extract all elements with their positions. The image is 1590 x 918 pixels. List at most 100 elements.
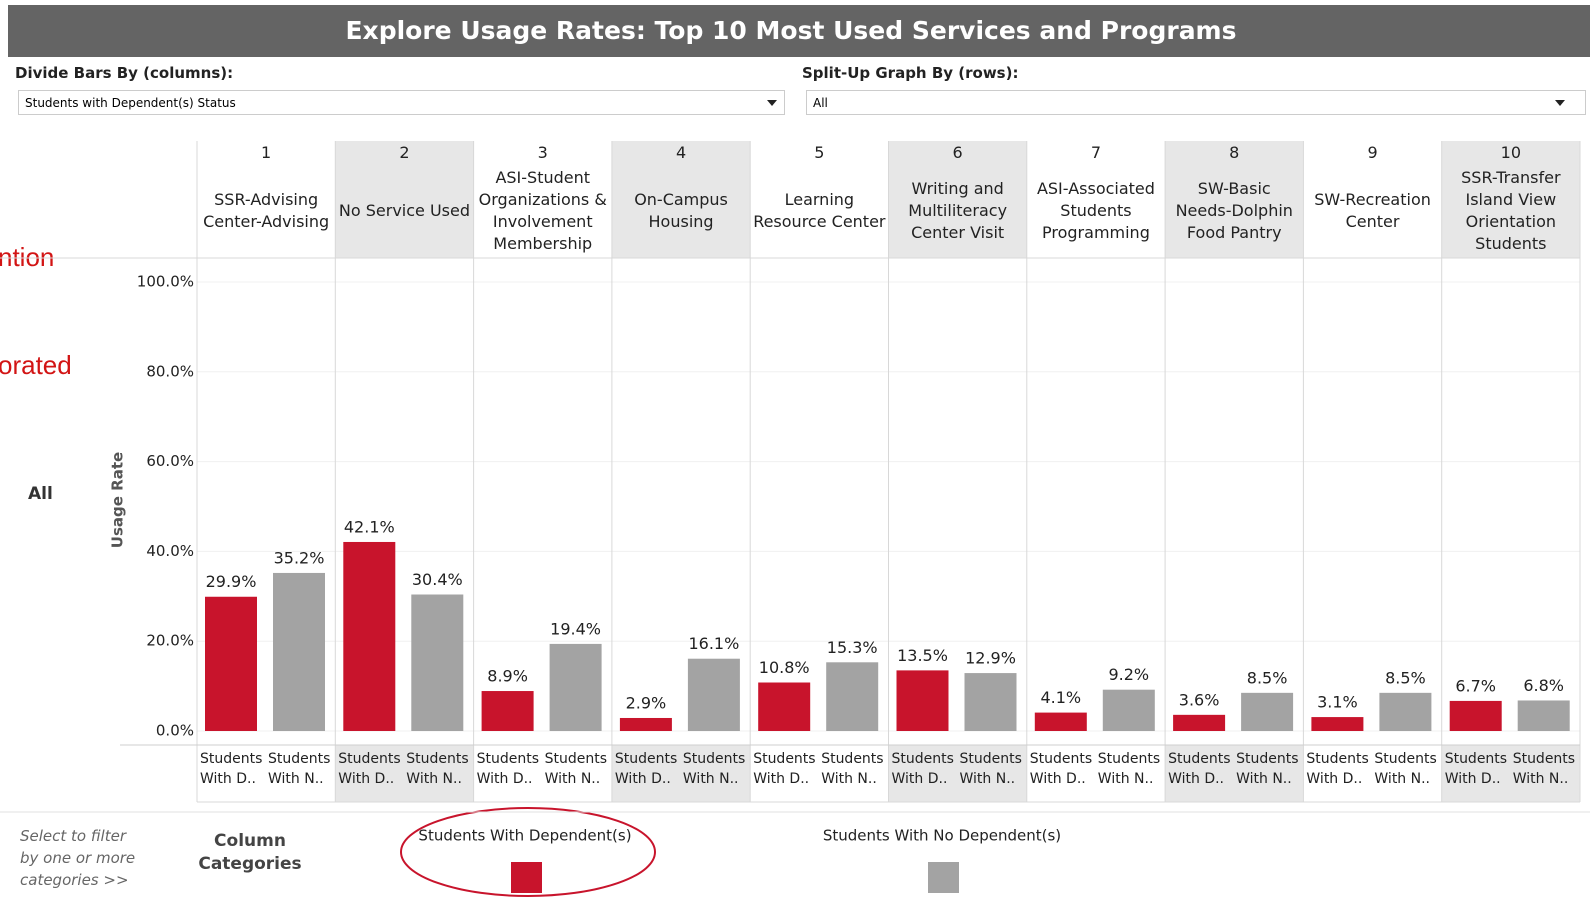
legend-label: Students With No Dependent(s) — [823, 827, 1061, 845]
group-rank: 2 — [399, 143, 410, 162]
value-label: 2.9% — [626, 693, 667, 712]
label-shade — [335, 745, 474, 802]
group-name: SW-Basic Needs-Dolphin Food Pantry — [1175, 178, 1293, 242]
x-tick-label: Students With D.. — [1168, 751, 1230, 787]
group-name: On-Campus Housing — [634, 189, 728, 231]
group-rank: 4 — [675, 143, 687, 162]
group-rank: 3 — [537, 143, 548, 162]
filter-hint: Select to filter by one or more categori… — [20, 827, 136, 889]
y-tick-label: 40.0% — [146, 542, 194, 560]
row-label: All — [28, 484, 53, 504]
y-tick-label: 0.0% — [156, 722, 194, 740]
bar — [481, 691, 534, 731]
bar — [826, 662, 879, 731]
bar — [964, 673, 1017, 731]
group-rank: 5 — [814, 143, 825, 162]
bar — [896, 670, 949, 731]
label-shade — [1165, 745, 1304, 802]
header-shade — [1441, 141, 1580, 258]
x-tick-label: Students With N.. — [545, 751, 607, 787]
y-axis-label: Usage Rate — [109, 452, 127, 548]
x-tick-label: Students With D.. — [1445, 751, 1507, 787]
value-label: 6.7% — [1455, 676, 1496, 695]
x-tick-label: Students With D.. — [1030, 751, 1092, 787]
value-label: 8.9% — [487, 667, 528, 686]
group-name: No Service Used — [338, 200, 470, 220]
legend-swatch[interactable] — [511, 862, 542, 893]
value-label: 9.2% — [1108, 665, 1149, 684]
x-tick-label: Students With N.. — [821, 751, 883, 787]
control-label: Split-Up Graph By (rows): — [802, 64, 1019, 82]
x-tick-label: Students With N.. — [1236, 751, 1298, 787]
group-name: Learning Resource Center — [753, 189, 886, 231]
legend-title: Column Categories — [198, 831, 302, 874]
y-tick-label: 20.0% — [146, 632, 194, 650]
group-name: Writing and Multiliteracy Center Visit — [908, 178, 1008, 242]
dropdown-value: All — [813, 96, 828, 110]
group-rank: 7 — [1090, 143, 1102, 162]
value-label: 12.9% — [965, 649, 1016, 668]
title-bar: Explore Usage Rates: Top 10 Most Used Se… — [8, 5, 1590, 57]
x-tick-label: Students With N.. — [1374, 751, 1436, 787]
dropdown-arrow — [1555, 100, 1565, 106]
bar — [1102, 689, 1155, 731]
header-shade — [1165, 141, 1304, 258]
highlight-ellipse — [400, 807, 656, 897]
x-tick-label: Students With N.. — [406, 751, 468, 787]
title: Explore Usage Rates: Top 10 Most Used Se… — [345, 16, 1237, 45]
value-label: 29.9% — [206, 572, 257, 591]
bar — [411, 594, 464, 731]
group-name: ASI-Associated Students Programming — [1036, 178, 1155, 242]
x-tick-label: Students With D.. — [477, 751, 539, 787]
annotation: ntion — [0, 242, 55, 272]
group-name: ASI-Student Organizations & Involvement … — [478, 167, 607, 253]
y-tick-label: 80.0% — [146, 362, 194, 380]
value-label: 16.1% — [688, 634, 739, 653]
x-tick-label: Students With D.. — [753, 751, 815, 787]
group-rank: 1 — [261, 143, 272, 162]
value-label: 19.4% — [550, 619, 601, 638]
header-shade — [888, 141, 1027, 258]
group-name: SW-Recreation Center — [1314, 189, 1431, 231]
group-name: SSR-Transfer Island View Orientation Stu… — [1461, 167, 1561, 253]
x-tick-label: Students With D.. — [892, 751, 954, 787]
value-label: 10.8% — [759, 658, 810, 677]
value-label: 3.6% — [1179, 690, 1220, 709]
bar — [1449, 700, 1502, 731]
value-label: 3.1% — [1317, 693, 1358, 712]
bar — [1379, 692, 1432, 731]
group-rank: 10 — [1500, 143, 1522, 162]
header-shade — [611, 141, 751, 258]
bar — [619, 717, 672, 731]
bar — [205, 596, 257, 731]
control-label: Divide Bars By (columns): — [15, 64, 234, 82]
group-rank: 6 — [952, 143, 963, 162]
legend-label: Students With Dependent(s) — [418, 827, 631, 845]
bar — [687, 658, 740, 731]
bar — [1241, 692, 1294, 731]
bar — [758, 682, 811, 731]
x-tick-label: Students With D.. — [200, 751, 262, 787]
bar — [1517, 700, 1570, 731]
bar — [343, 541, 396, 731]
value-label: 8.5% — [1385, 668, 1426, 687]
x-tick-label: Students With N.. — [268, 751, 330, 787]
value-label: 30.4% — [412, 570, 463, 589]
annotation: orated — [0, 350, 72, 380]
bar — [1034, 712, 1087, 731]
dropdown[interactable]: All — [806, 90, 1586, 115]
x-tick-label: Students With D.. — [1306, 751, 1368, 787]
dropdown[interactable]: Students with Dependent(s) Status — [18, 90, 785, 115]
y-tick-label: 100.0% — [137, 273, 194, 291]
legend-swatch[interactable] — [928, 862, 959, 893]
bar — [1311, 717, 1364, 731]
value-label: 35.2% — [274, 548, 325, 567]
dropdown-value: Students with Dependent(s) Status — [25, 96, 236, 110]
dropdown-arrow — [767, 100, 777, 106]
value-label: 13.5% — [897, 646, 948, 665]
x-tick-label: Students With N.. — [960, 751, 1022, 787]
bar — [1173, 714, 1226, 731]
group-rank: 9 — [1367, 143, 1378, 162]
